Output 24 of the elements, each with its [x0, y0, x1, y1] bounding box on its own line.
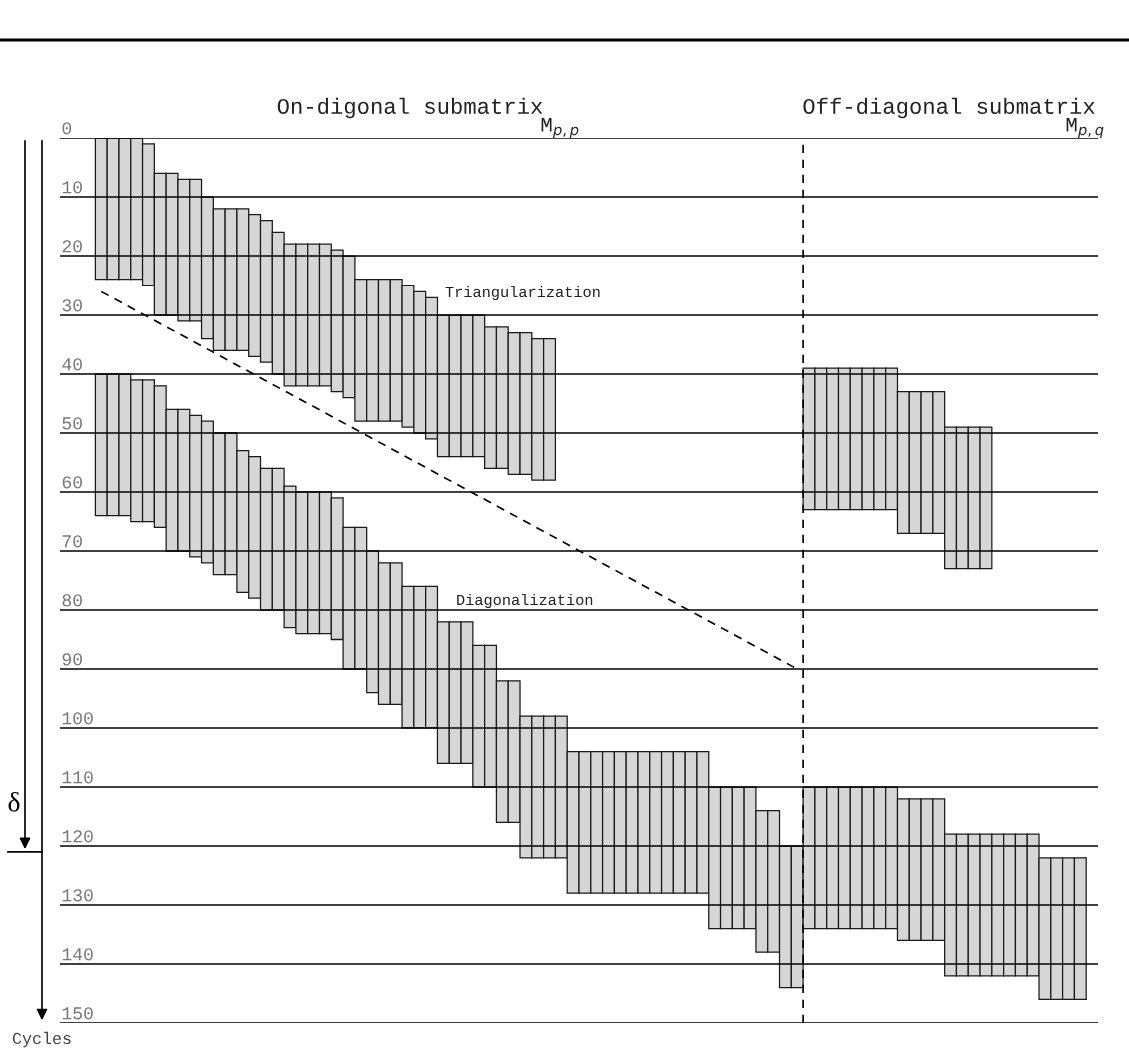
annotation: M$_{p,q}$ — [1066, 117, 1104, 139]
y-tick-label: 40 — [62, 358, 82, 371]
y-tick-label: 110 — [62, 771, 93, 784]
y-tick-label: 130 — [62, 889, 93, 902]
y-tick-label: 140 — [62, 948, 93, 961]
text: On-digonal submatrix — [277, 97, 543, 119]
y-tick-label: 80 — [62, 594, 82, 607]
y-tick-label: 20 — [62, 240, 82, 253]
y-tick-label: 60 — [62, 476, 82, 489]
ref-line-label: δ — [8, 791, 20, 812]
y-tick-label: 30 — [62, 299, 82, 312]
y-tick-label: 90 — [62, 653, 82, 666]
y-tick-label: 50 — [62, 417, 82, 430]
y-tick-label: 10 — [62, 181, 82, 194]
y-tick-label: 100 — [62, 712, 93, 725]
y-tick-label: 0 — [62, 122, 72, 135]
y-axis-title: Cycles — [12, 1031, 71, 1048]
annotation: Diagonalization — [457, 593, 593, 609]
y-tick-label: 150 — [62, 1007, 93, 1020]
text: Off-diagonal submatrix — [803, 97, 1095, 119]
annotation: M$_{p,p}$ — [541, 117, 579, 139]
y-tick-label: 70 — [62, 535, 82, 548]
annotation: Triangularization — [445, 285, 600, 301]
y-tick-label: 120 — [62, 830, 93, 843]
